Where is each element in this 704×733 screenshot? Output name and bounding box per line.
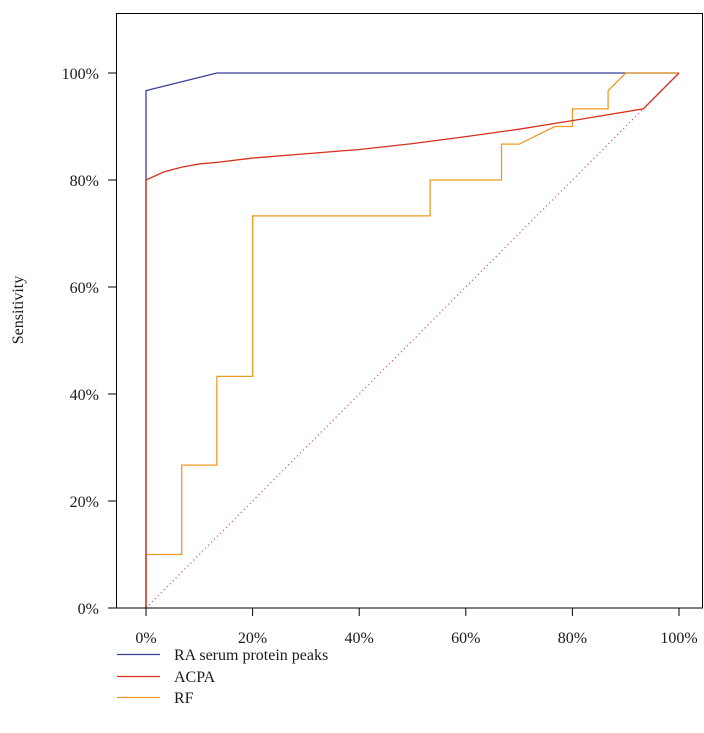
plot-series <box>145 72 680 609</box>
legend-item-acpa: ACPA <box>117 669 216 686</box>
axes: 0% 20% 40% 60% 80% 100% 0% 20% 40% 60% 80% 100% <box>62 66 698 647</box>
legend-label: RF <box>174 690 194 707</box>
x-tick-label: 80% <box>558 630 587 647</box>
y-tick-label: 40% <box>70 387 99 404</box>
x-tick-label: 100% <box>660 630 697 647</box>
y-tick-label: 60% <box>70 280 99 297</box>
plot-frame <box>116 13 703 609</box>
series-line-ra-serum-protein-peaks <box>145 72 679 608</box>
legend: RA serum protein peaks ACPA RF <box>117 647 328 707</box>
legend-item-rf: RF <box>117 690 194 707</box>
series-line-acpa <box>145 72 680 608</box>
y-tick-label: 100% <box>62 66 99 83</box>
y-tick-label: 20% <box>70 494 99 511</box>
legend-label: ACPA <box>174 669 216 686</box>
legend-item-ra-serum-protein-peaks: RA serum protein peaks <box>117 647 328 664</box>
legend-label: RA serum protein peaks <box>174 647 328 664</box>
y-tick-label: 80% <box>70 173 99 190</box>
series-line-rf <box>145 72 679 608</box>
x-tick-label: 0% <box>135 630 156 647</box>
reference-diagonal-line <box>145 72 680 609</box>
x-tick-label: 40% <box>345 630 374 647</box>
y-axis-label: Sensitivity <box>10 276 27 344</box>
x-tick-label: 20% <box>238 630 267 647</box>
y-tick-label: 0% <box>78 601 99 618</box>
x-tick-label: 60% <box>451 630 480 647</box>
